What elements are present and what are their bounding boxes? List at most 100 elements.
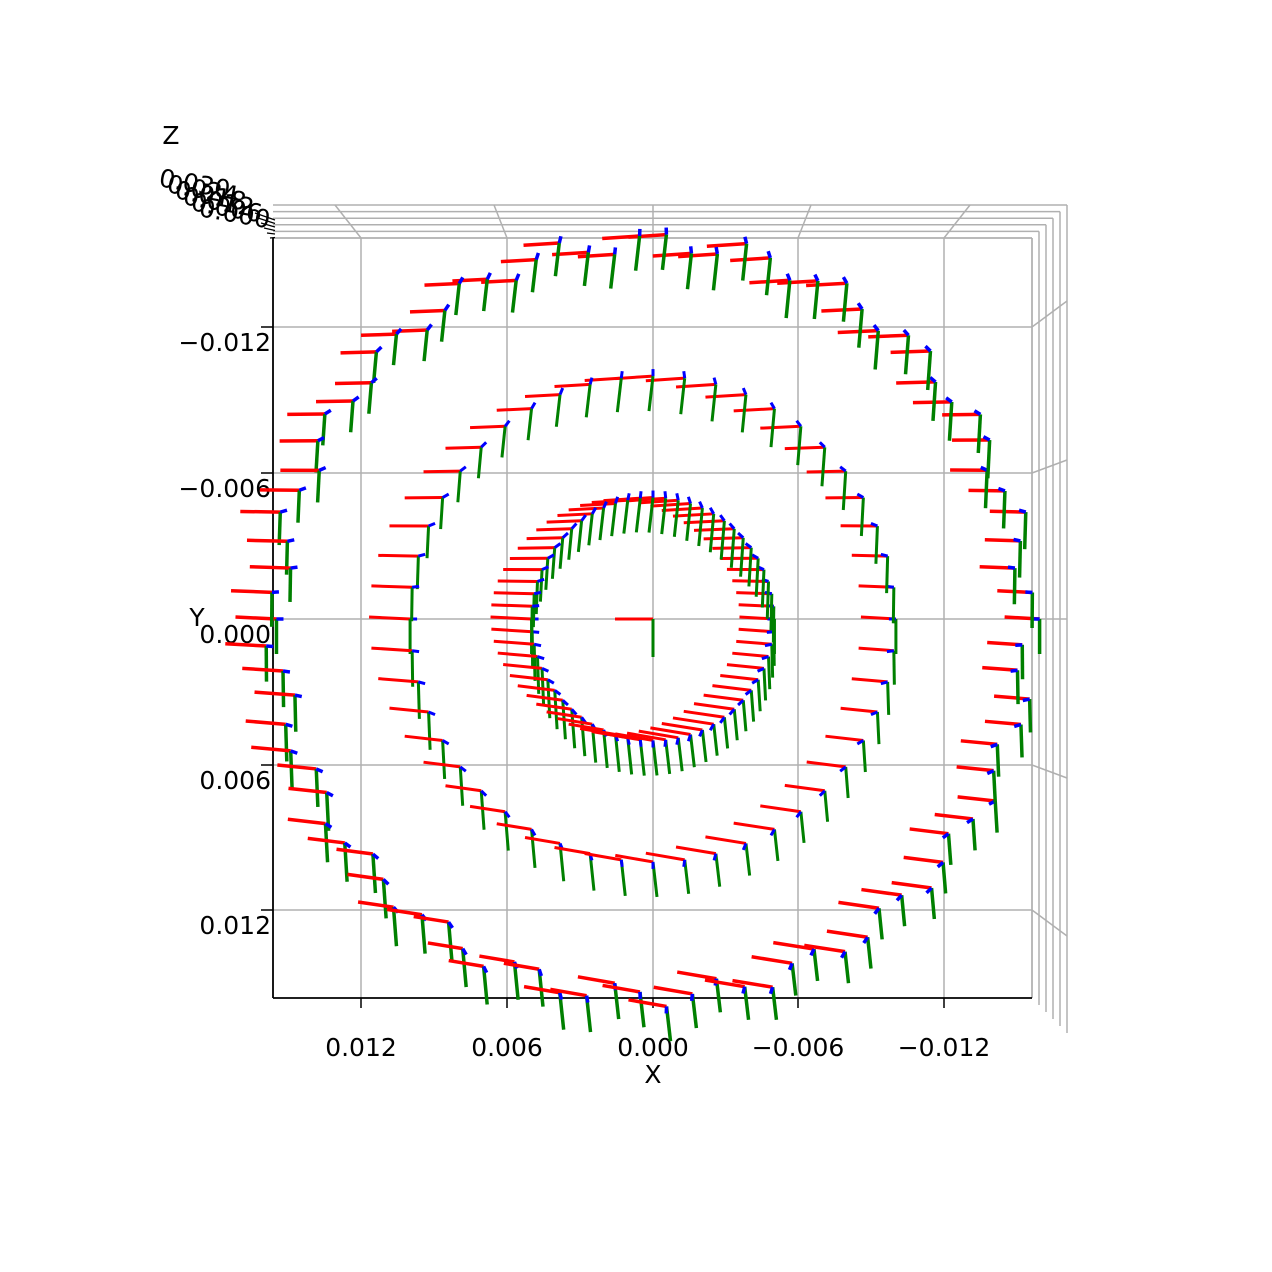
frame-z-axis — [459, 465, 467, 473]
frame-z-axis — [315, 767, 324, 774]
frame-x-axis — [493, 639, 535, 646]
frame-x-axis — [249, 564, 291, 570]
frame-x-axis — [496, 822, 532, 831]
frame-x-axis — [491, 603, 533, 608]
frame-z-axis — [537, 655, 545, 661]
frame-z-axis — [558, 387, 565, 396]
frame-z-axis — [980, 465, 988, 472]
frame-z-axis — [741, 387, 748, 396]
frame-x-axis — [890, 349, 931, 355]
frame-z-axis — [744, 689, 753, 696]
frame-marks — [225, 227, 1042, 1042]
y-tick-label: −0.006 — [178, 474, 271, 503]
frame-x-axis — [423, 760, 461, 769]
frame-x-axis — [703, 693, 744, 702]
frame-z-axis — [382, 878, 390, 886]
frame-x-axis — [672, 716, 714, 726]
frame-y-axis — [947, 401, 954, 441]
frame-z-axis — [737, 531, 745, 539]
frame-z-axis — [1013, 537, 1021, 543]
frame-y-axis — [739, 537, 745, 577]
frame-y-axis — [931, 381, 938, 421]
frame-z-axis — [818, 441, 826, 449]
frame-y-axis — [859, 497, 865, 537]
frame-x-axis — [526, 693, 563, 702]
frame-z-axis — [795, 810, 803, 819]
frame-z-axis — [1007, 565, 1016, 570]
frame-x-axis — [386, 907, 423, 917]
frame-z-axis — [744, 542, 753, 549]
frame-y-axis — [567, 528, 574, 560]
frame-y-axis — [314, 440, 320, 473]
frame-x-axis — [245, 719, 286, 727]
frame-x-axis — [526, 536, 563, 541]
frame-x-axis — [546, 710, 582, 719]
frame-y-axis — [861, 740, 867, 773]
frame-x-axis — [546, 519, 582, 524]
frame-x-axis — [517, 684, 555, 692]
frame-x-axis — [523, 241, 560, 247]
frame-x-axis — [490, 615, 532, 621]
frame-z-axis — [459, 765, 467, 773]
frame-y-axis — [941, 862, 948, 894]
frame-x-axis — [661, 722, 703, 732]
frame-z-axis — [290, 749, 298, 755]
frame-z-axis — [351, 395, 360, 403]
frame-y-axis — [754, 558, 760, 597]
frame-z-axis — [756, 667, 765, 673]
frame-x-axis — [336, 847, 374, 856]
frame-y-axis — [610, 503, 617, 537]
axis-labels: X Y Z — [162, 121, 661, 1089]
frame-y-axis — [512, 961, 520, 1000]
x-grid-connector — [943, 204, 971, 239]
frame-z-axis — [973, 409, 982, 416]
frame-x-axis — [523, 984, 561, 995]
frame-y-axis — [1015, 670, 1020, 705]
frame-z-axis — [614, 496, 620, 504]
y-axis-label: Y — [188, 603, 205, 632]
frame-y-axis — [367, 382, 374, 414]
frame-x-axis — [240, 509, 281, 514]
frame-x-axis — [536, 527, 572, 532]
frame-z-axis — [929, 376, 937, 384]
frame-z-axis — [588, 377, 594, 385]
frame-x-axis — [705, 835, 747, 845]
frame-z-axis — [638, 739, 643, 747]
frame-z-axis — [990, 742, 998, 749]
frame-y-axis — [857, 308, 864, 348]
frame-y-axis — [660, 234, 669, 271]
frame-x-axis — [371, 584, 413, 589]
frame-y-axis — [584, 384, 592, 418]
frame-y-axis — [458, 766, 465, 806]
frame-z-axis — [480, 789, 488, 797]
frame-x-axis — [225, 641, 267, 648]
frame-x-axis — [503, 663, 543, 670]
frame-z-axis — [663, 491, 668, 499]
frame-z-axis — [485, 272, 492, 280]
frame-y-axis — [741, 700, 748, 732]
frame-x-axis — [683, 519, 725, 525]
frame-y-axis — [929, 887, 937, 920]
frame-z-axis — [719, 514, 726, 522]
frame-x-axis — [493, 591, 535, 596]
frame-x-axis — [868, 333, 909, 339]
frame-x-axis — [602, 983, 641, 994]
frame-z-axis — [570, 708, 578, 716]
frame-z-axis — [785, 273, 792, 281]
frame-x-axis — [705, 393, 747, 399]
frame-x-axis — [242, 666, 284, 673]
frame-z-axis — [480, 441, 488, 449]
frame-z-axis — [530, 401, 537, 410]
frame-z-axis — [936, 861, 945, 869]
frame-z-axis — [547, 553, 555, 560]
frame-z-axis — [1022, 697, 1031, 703]
frame-y-axis — [764, 257, 773, 296]
frame-z-axis — [441, 739, 450, 746]
x-grid-connector — [797, 204, 812, 239]
frame-y-axis — [371, 351, 379, 384]
frame-y-axis — [925, 350, 933, 391]
frame-z-axis — [787, 962, 794, 971]
frame-z-axis — [343, 841, 352, 849]
frame-y-axis — [553, 690, 559, 730]
frame-x-axis — [826, 929, 868, 939]
